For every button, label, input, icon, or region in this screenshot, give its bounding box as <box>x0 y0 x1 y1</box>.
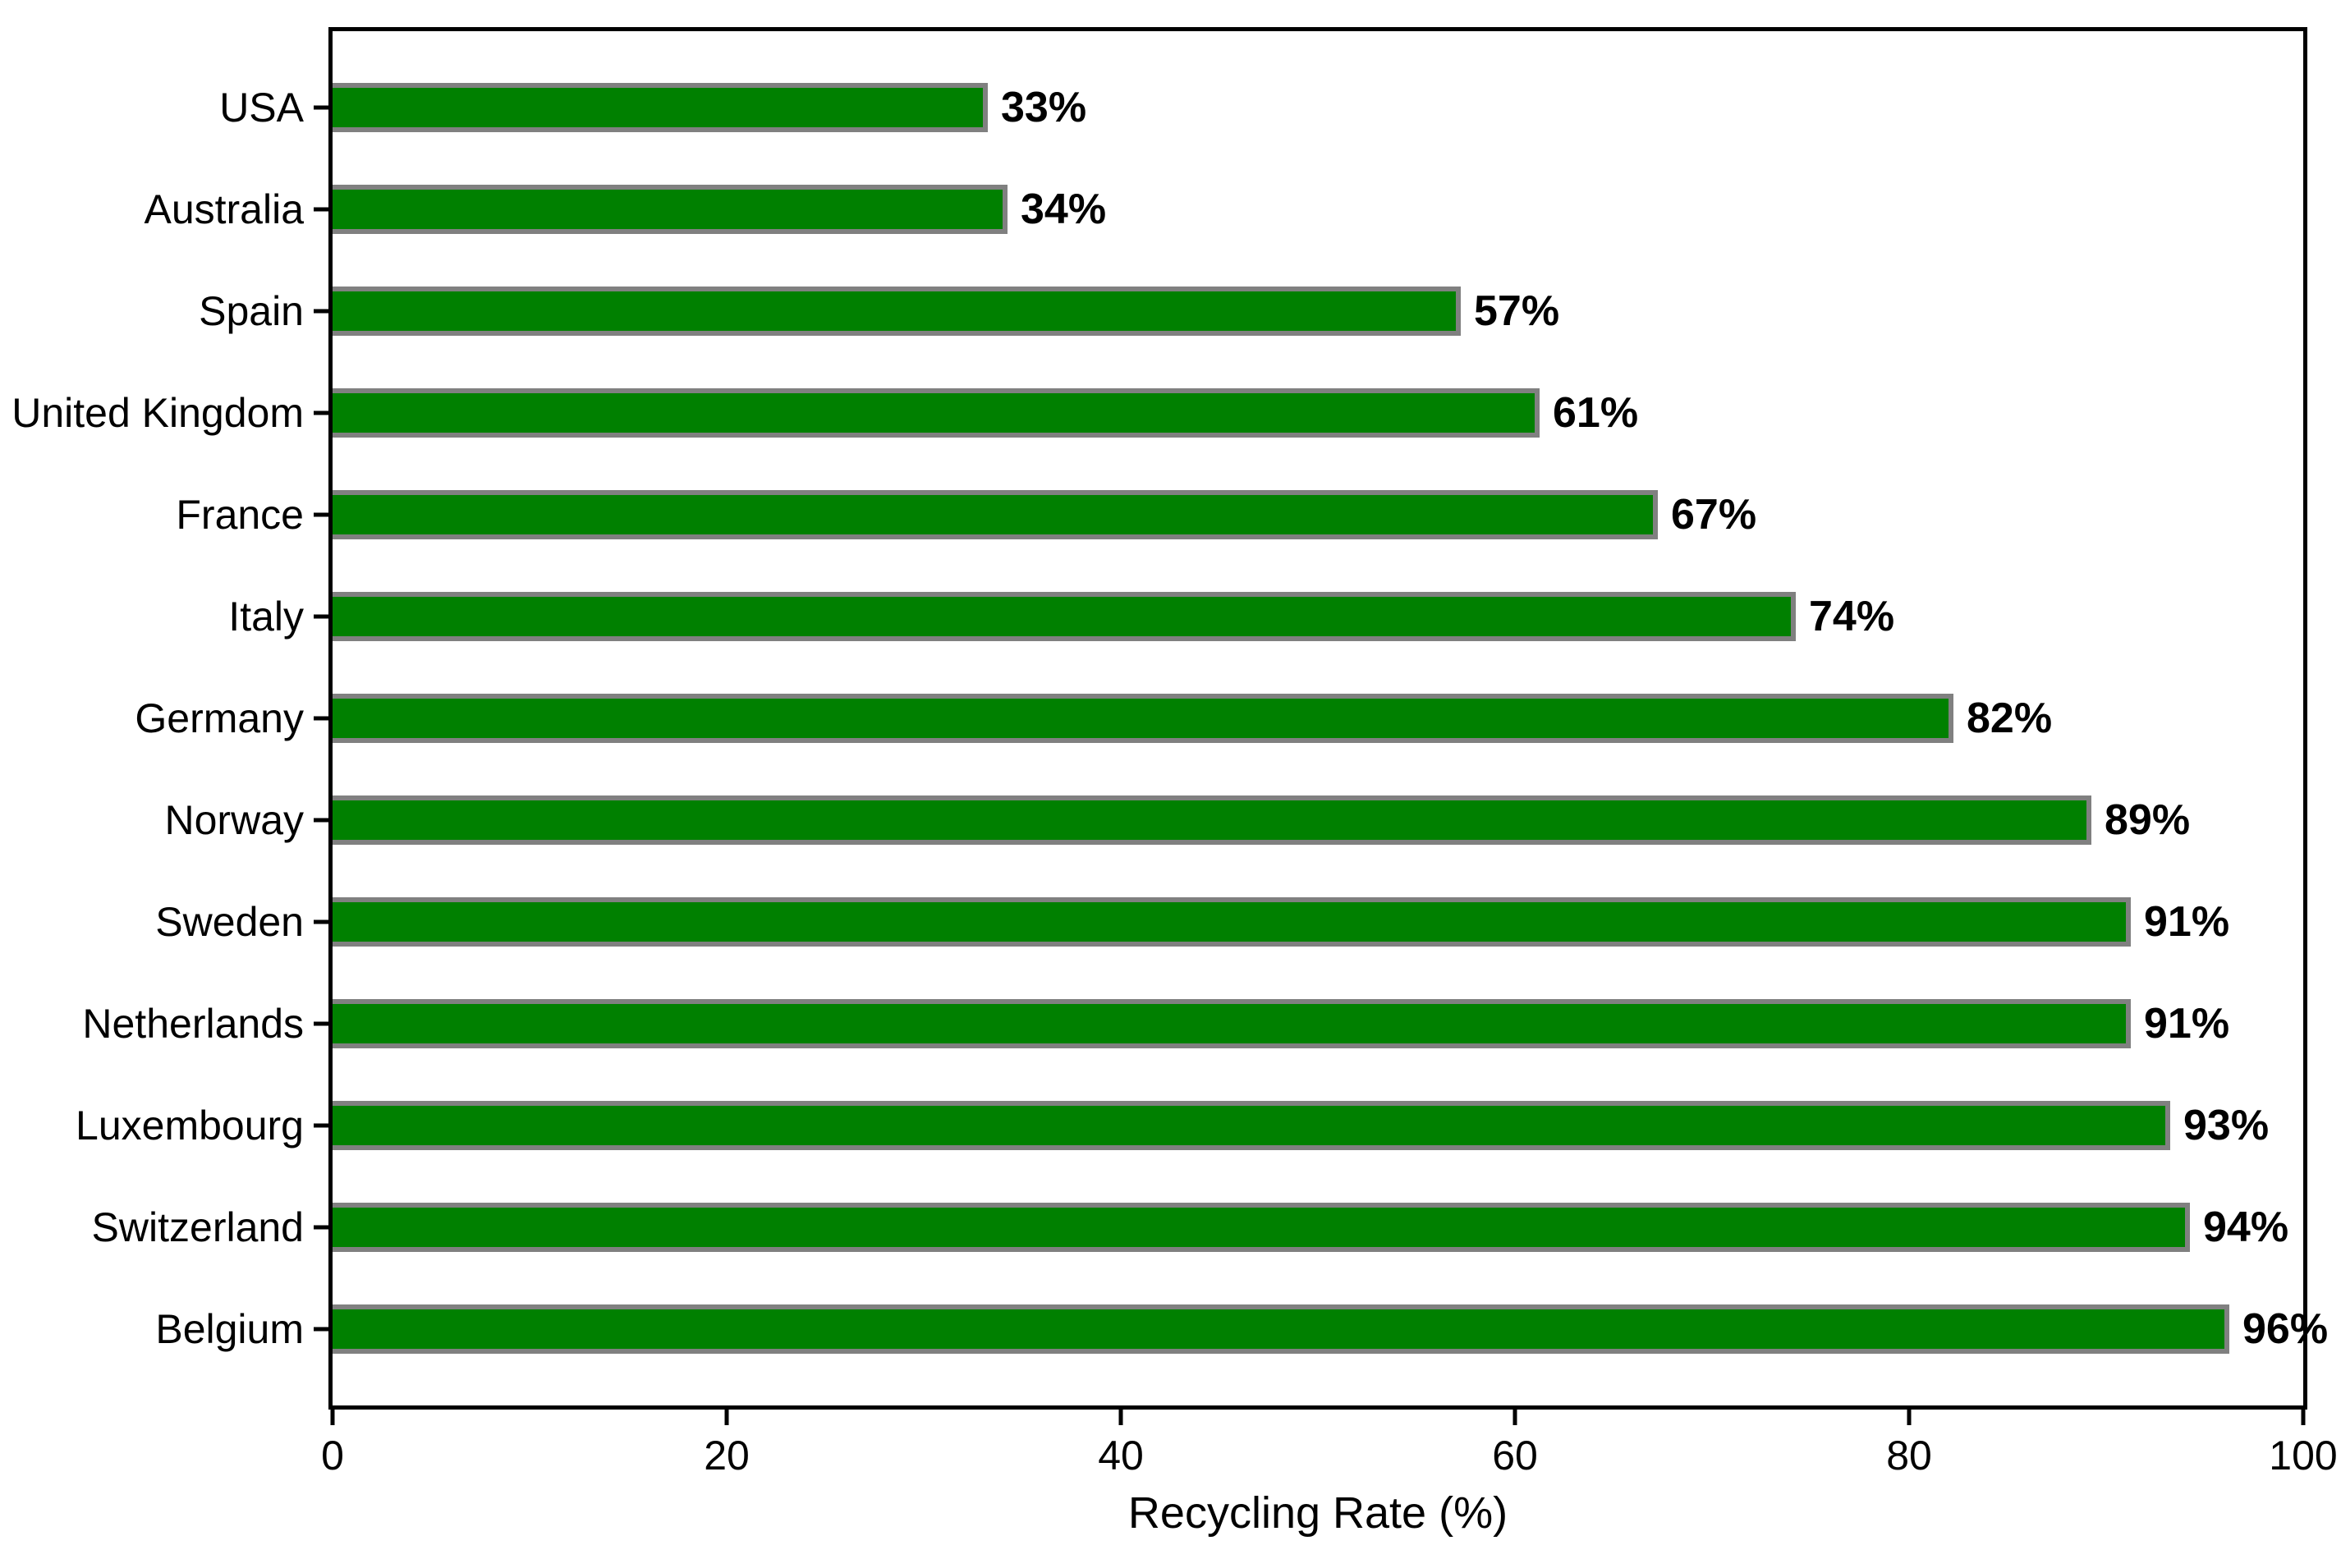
chart-row-switzerland: Switzerland 94% <box>92 1176 2303 1278</box>
chart-row-spain: Spain 57% <box>199 260 2303 362</box>
x-tick-label: 60 <box>1492 1433 1538 1479</box>
country-label: Belgium <box>155 1306 304 1352</box>
bar-germany <box>333 694 1953 743</box>
chart-row-norway: Norway 89% <box>165 769 2303 871</box>
y-tick <box>314 614 329 619</box>
y-tick <box>314 1123 329 1128</box>
bar-switzerland <box>333 1203 2190 1252</box>
y-tick <box>314 105 329 110</box>
y-tick <box>314 716 329 721</box>
country-label: Australia <box>144 186 304 232</box>
chart-row-usa: USA 33% <box>219 57 2303 158</box>
y-tick <box>314 1327 329 1332</box>
x-tick <box>2301 1410 2306 1425</box>
country-label: Luxembourg <box>76 1103 304 1148</box>
country-label: USA <box>219 85 304 131</box>
value-label: 67% <box>1671 491 1757 539</box>
chart-row-france: France 67% <box>176 464 2303 566</box>
x-tick-label: 40 <box>1098 1433 1144 1479</box>
value-label: 91% <box>2144 999 2230 1048</box>
country-label: Italy <box>228 594 304 640</box>
value-label: 91% <box>2144 898 2230 946</box>
bar-netherlands <box>333 998 2131 1048</box>
chart-row-belgium: Belgium 96% <box>155 1278 2328 1380</box>
country-label: France <box>176 492 304 538</box>
bar-france <box>333 490 1658 539</box>
chart-row-australia: Australia 34% <box>144 158 2303 260</box>
y-tick <box>314 512 329 517</box>
value-label: 82% <box>1967 695 2053 742</box>
bar-united-kingdom <box>333 388 1540 438</box>
x-tick <box>330 1410 335 1425</box>
bar-sweden <box>333 897 2131 947</box>
country-label: United Kingdom <box>11 390 304 436</box>
value-label: 96% <box>2242 1305 2329 1353</box>
bar-norway <box>333 795 2091 845</box>
y-tick <box>314 207 329 212</box>
bar-belgium <box>333 1304 2229 1354</box>
y-tick <box>314 410 329 415</box>
chart-row-united-kingdom: United Kingdom 61% <box>11 362 2303 464</box>
bar-luxembourg <box>333 1101 2170 1150</box>
y-tick <box>314 309 329 314</box>
value-label: 34% <box>1021 186 1107 233</box>
x-tick <box>1512 1410 1517 1425</box>
value-label: 93% <box>2183 1102 2270 1149</box>
x-tick-label: 20 <box>704 1433 750 1479</box>
value-label: 94% <box>2203 1204 2289 1251</box>
chart-row-germany: Germany 82% <box>135 667 2303 769</box>
plot-area: USA 33% Australia 34% Spain 57% United Kingdom… <box>11 27 2338 1535</box>
y-tick <box>314 919 329 924</box>
x-tick <box>1907 1410 1912 1425</box>
x-tick-label: 0 <box>321 1433 344 1479</box>
value-label: 74% <box>1809 593 1895 640</box>
y-tick <box>314 1021 329 1026</box>
bar-spain <box>333 287 1461 336</box>
chart-row-italy: Italy 74% <box>228 566 2303 667</box>
country-label: Switzerland <box>91 1204 304 1250</box>
country-label: Spain <box>199 288 304 334</box>
chart-row-sweden: Sweden 91% <box>155 871 2303 973</box>
country-label: Norway <box>164 797 304 843</box>
y-tick <box>314 818 329 823</box>
x-axis-label: Recycling Rate (%) <box>1127 1488 1508 1538</box>
x-tick <box>1118 1410 1123 1425</box>
x-tick-label: 100 <box>2269 1433 2338 1479</box>
country-label: Sweden <box>155 899 304 945</box>
value-label: 89% <box>2105 796 2191 844</box>
bars-container: USA 33% Australia 34% Spain 57% United Kingdom… <box>11 57 2328 1380</box>
country-label: Netherlands <box>82 1000 304 1047</box>
chart-row-luxembourg: Luxembourg 93% <box>76 1075 2303 1176</box>
bar-italy <box>333 592 1796 641</box>
value-label: 61% <box>1553 389 1639 437</box>
value-label: 57% <box>1474 287 1560 335</box>
value-label: 33% <box>1001 84 1087 131</box>
bar-australia <box>333 185 1008 234</box>
y-tick <box>314 1225 329 1230</box>
x-tick <box>724 1410 729 1425</box>
bar-usa <box>333 83 988 132</box>
x-tick-label: 80 <box>1886 1433 1932 1479</box>
chart-row-netherlands: Netherlands 91% <box>82 973 2303 1075</box>
country-label: Germany <box>135 695 304 741</box>
